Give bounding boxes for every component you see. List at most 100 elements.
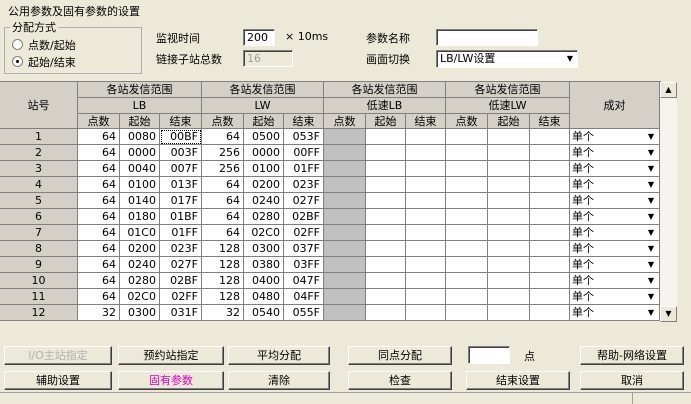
dropdown[interactable]: LB/LW设置 [436, 50, 578, 68]
table-cell[interactable]: 0100 [120, 177, 160, 193]
table-cell[interactable]: 00FF [284, 145, 324, 161]
table-cell[interactable]: 003F [160, 145, 202, 161]
table-cell[interactable] [406, 225, 446, 241]
table-cell[interactable] [488, 257, 530, 273]
table-cell[interactable] [406, 305, 446, 321]
table-cell[interactable] [530, 241, 570, 257]
table-cell[interactable] [366, 161, 406, 177]
button[interactable]: 辅助设置 [4, 371, 112, 390]
scrollbar[interactable] [660, 82, 677, 322]
table-cell[interactable]: 0200 [244, 177, 284, 193]
table-cell[interactable] [366, 257, 406, 273]
table-cell[interactable] [446, 209, 488, 225]
table-cell[interactable] [366, 129, 406, 145]
dropdown-arrow[interactable]: ▼ [566, 54, 574, 63]
table-cell[interactable] [530, 161, 570, 177]
table-cell[interactable]: 007F [160, 161, 202, 177]
pair-select[interactable]: 单个 [570, 209, 660, 225]
dropdown-arrow[interactable]: ▼ [647, 276, 655, 285]
table-cell[interactable] [366, 225, 406, 241]
table-cell[interactable] [530, 273, 570, 289]
pair-select[interactable]: 单个 [570, 225, 660, 241]
radio[interactable] [12, 39, 23, 50]
table-cell[interactable]: 04FF [284, 289, 324, 305]
table-cell[interactable] [366, 145, 406, 161]
table-cell[interactable]: 0080 [120, 129, 160, 145]
table-cell[interactable]: 64 [202, 193, 244, 209]
table-cell[interactable]: 0100 [244, 161, 284, 177]
table-cell[interactable]: 03FF [284, 257, 324, 273]
table-cell[interactable]: 02BF [160, 273, 202, 289]
table-cell[interactable] [406, 145, 446, 161]
table-cell[interactable]: 64 [78, 289, 120, 305]
pair-select[interactable]: 单个 [570, 177, 660, 193]
table-cell[interactable] [406, 257, 446, 273]
table-cell[interactable]: 32 [78, 305, 120, 321]
table-cell[interactable]: 64 [78, 145, 120, 161]
dropdown-arrow[interactable]: ▼ [647, 260, 655, 269]
table-cell[interactable]: 01FF [160, 225, 202, 241]
table-cell[interactable] [446, 257, 488, 273]
table-cell[interactable] [446, 193, 488, 209]
table-cell[interactable]: 256 [202, 145, 244, 161]
table-cell[interactable] [488, 225, 530, 241]
table-cell[interactable]: 64 [78, 209, 120, 225]
text-input[interactable] [468, 346, 510, 364]
pair-select[interactable]: 单个 [570, 145, 660, 161]
table-cell[interactable] [406, 193, 446, 209]
table-cell[interactable]: 128 [202, 257, 244, 273]
table-cell[interactable]: 32 [202, 305, 244, 321]
text-input[interactable] [436, 29, 538, 46]
table-cell[interactable] [530, 289, 570, 305]
table-cell[interactable] [446, 289, 488, 305]
table-cell[interactable] [366, 289, 406, 305]
dropdown-arrow[interactable]: ▼ [647, 292, 655, 301]
table-cell[interactable] [406, 177, 446, 193]
table-cell[interactable]: 64 [202, 129, 244, 145]
radio[interactable] [12, 56, 23, 67]
table-cell[interactable] [530, 305, 570, 321]
table-cell[interactable]: 0200 [120, 241, 160, 257]
scroll-down[interactable]: ▼ [660, 306, 677, 322]
pair-select[interactable]: 单个 [570, 193, 660, 209]
table-cell[interactable] [446, 241, 488, 257]
table-cell[interactable] [530, 129, 570, 145]
pair-select[interactable]: 单个 [570, 257, 660, 273]
table-cell[interactable]: 047F [284, 273, 324, 289]
button[interactable]: 帮助-网络设置 [580, 346, 684, 365]
button[interactable]: 同点分配 [348, 346, 452, 365]
table-cell[interactable] [366, 177, 406, 193]
table-cell[interactable] [406, 129, 446, 145]
table-cell[interactable]: 02C0 [244, 225, 284, 241]
table-cell[interactable]: 017F [160, 193, 202, 209]
button[interactable]: 检查 [348, 371, 452, 390]
table-cell[interactable]: 023F [160, 241, 202, 257]
table-cell[interactable] [446, 177, 488, 193]
pair-select[interactable]: 单个 [570, 305, 660, 321]
table-cell[interactable]: 0300 [120, 305, 160, 321]
table-cell[interactable] [488, 289, 530, 305]
table-cell[interactable]: 0380 [244, 257, 284, 273]
table-cell[interactable] [446, 129, 488, 145]
table-cell[interactable]: 0280 [120, 273, 160, 289]
table-cell[interactable]: 0400 [244, 273, 284, 289]
pair-select[interactable]: 单个 [570, 161, 660, 177]
table-cell[interactable] [406, 273, 446, 289]
table-cell[interactable] [488, 273, 530, 289]
table-cell[interactable] [406, 241, 446, 257]
table-cell[interactable] [446, 273, 488, 289]
table-cell[interactable]: 0000 [244, 145, 284, 161]
dropdown-arrow[interactable]: ▼ [647, 228, 655, 237]
table-cell[interactable] [488, 177, 530, 193]
table-cell[interactable] [446, 225, 488, 241]
table-cell[interactable]: 64 [78, 257, 120, 273]
table-cell[interactable]: 64 [78, 129, 120, 145]
button[interactable]: 平均分配 [228, 346, 330, 365]
dropdown-arrow[interactable]: ▼ [647, 164, 655, 173]
table-cell[interactable]: 013F [160, 177, 202, 193]
table-cell[interactable] [530, 145, 570, 161]
table-cell[interactable] [488, 305, 530, 321]
pair-select[interactable]: 单个 [570, 241, 660, 257]
pair-select[interactable]: 单个 [570, 289, 660, 305]
table-cell[interactable] [488, 161, 530, 177]
